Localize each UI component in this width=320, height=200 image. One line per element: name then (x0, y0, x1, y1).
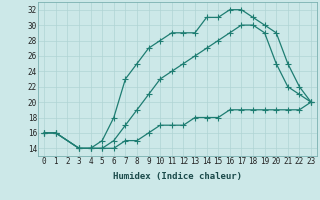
X-axis label: Humidex (Indice chaleur): Humidex (Indice chaleur) (113, 172, 242, 181)
